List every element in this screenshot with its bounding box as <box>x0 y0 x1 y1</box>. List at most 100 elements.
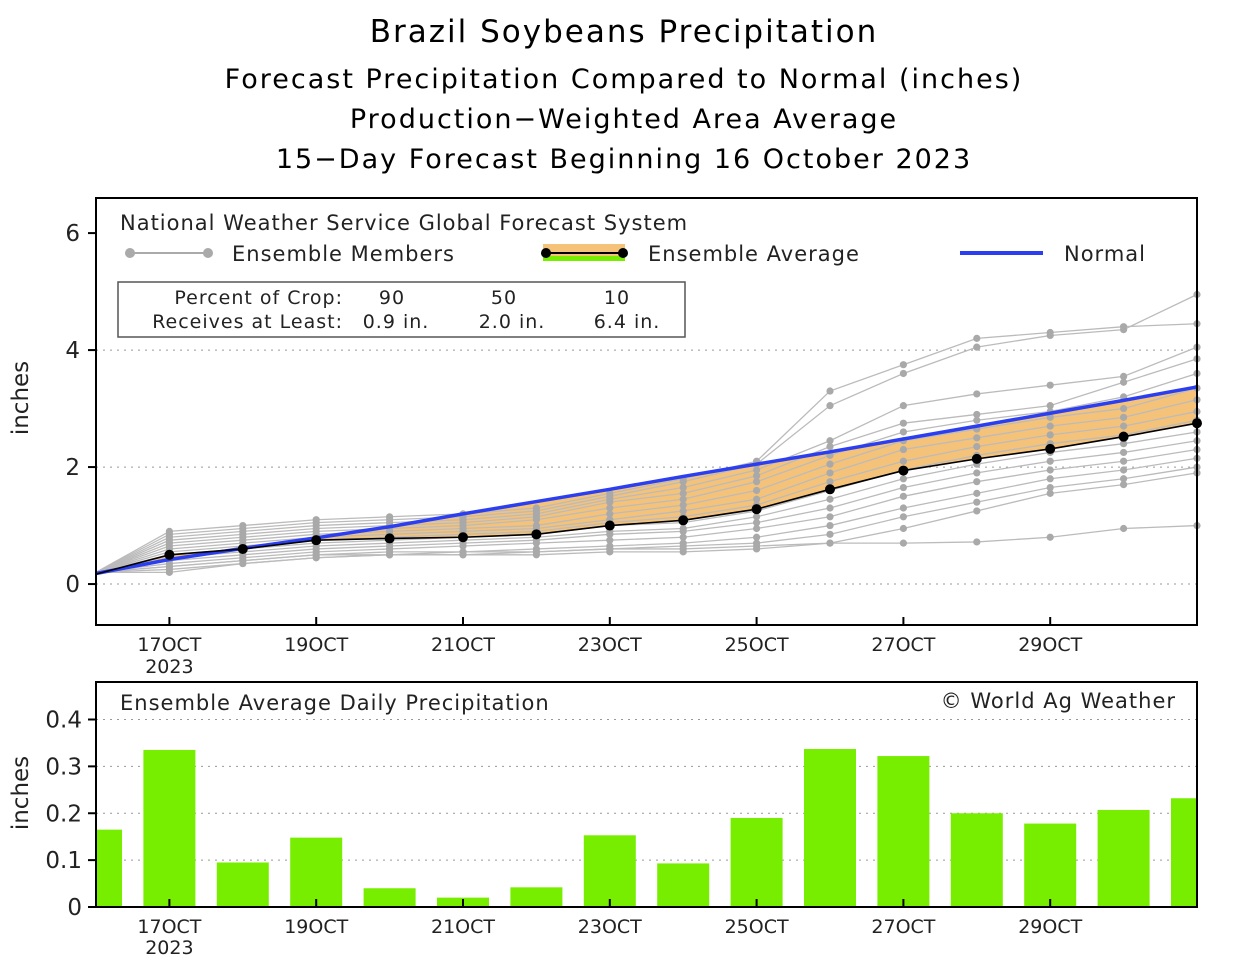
ensemble-member-point <box>826 513 834 521</box>
bottom-y-tick-label: 0.1 <box>45 848 82 874</box>
daily-bars <box>96 749 1197 907</box>
legend-average-label: Ensemble Average <box>648 242 860 266</box>
ensemble-member-point <box>826 442 834 451</box>
daily-bar <box>216 862 269 907</box>
chart-subtitle-3: 15−Day Forecast Beginning 16 October 202… <box>276 144 972 175</box>
ensemble-member-point <box>1046 381 1054 389</box>
legend-average-dot-right <box>618 248 628 258</box>
daily-bar <box>804 749 856 907</box>
crop-table-label-2: Receives at Least: <box>152 311 343 333</box>
legend-average-dot-left <box>541 248 551 258</box>
ensemble-member-line <box>96 472 1198 574</box>
ensemble-member-point <box>899 492 908 500</box>
top-y-tick-label: 2 <box>65 455 80 481</box>
ensemble-member-point <box>973 410 981 419</box>
ensemble-member-point <box>826 469 834 477</box>
ensemble-member-point <box>679 478 687 486</box>
ensemble-member-point <box>1120 413 1128 421</box>
ensemble-member-point <box>753 472 761 480</box>
ensemble-member-point <box>1046 422 1054 430</box>
ensemble-member-point <box>826 437 834 445</box>
ensemble-member-point <box>1046 431 1054 439</box>
top-x-tick-label: 25OCT <box>725 634 789 656</box>
ensemble-member-point <box>1046 402 1054 410</box>
chart-subtitle-2: Production−Weighted Area Average <box>350 104 898 135</box>
ensemble-member-point <box>532 548 541 556</box>
ensemble-member-point <box>679 533 687 541</box>
legend-average-swatch-fill <box>543 244 625 256</box>
ensemble-member-point <box>459 548 467 556</box>
bottom-x-tick-label: 29OCT <box>1018 916 1082 938</box>
ensemble-member-point <box>826 521 834 530</box>
ensemble-member-point <box>1120 372 1128 381</box>
ensemble-average-point <box>604 520 615 531</box>
crop-table-v10: 6.4 in. <box>594 311 661 333</box>
daily-bar <box>363 888 416 907</box>
ensemble-member-point <box>606 545 614 553</box>
ensemble-member-point <box>826 495 834 503</box>
ensemble-average-point <box>1118 431 1129 442</box>
ensemble-member-point <box>1120 524 1128 533</box>
ensemble-member-point <box>753 466 761 474</box>
crop-table-v50: 2.0 in. <box>479 311 546 333</box>
crop-table-p10: 10 <box>604 287 630 309</box>
ensemble-member-point <box>1046 457 1054 465</box>
ensemble-member-point <box>826 504 834 512</box>
ensemble-member-point <box>165 562 173 571</box>
bottom-plot-frame <box>95 681 1198 908</box>
bottom-x-tick-label: 27OCT <box>871 916 935 938</box>
bottom-gridlines <box>96 719 1197 861</box>
ensemble-member-point <box>973 469 981 477</box>
daily-bar <box>657 863 710 907</box>
bottom-x-tick-label: 21OCT <box>431 916 495 938</box>
top-y-tick-label: 4 <box>65 338 80 364</box>
normal-line <box>95 385 1198 576</box>
legend-average-swatch-bar <box>543 256 625 261</box>
ensemble-average-point <box>825 484 835 495</box>
ensemble-member-point <box>973 334 981 342</box>
ensemble-member-point <box>899 475 908 483</box>
ensemble-member-point <box>899 419 908 427</box>
ensemble-member-point <box>1120 440 1128 448</box>
top-x-tick-sublabel: 2023 <box>145 656 193 678</box>
ensemble-member-point <box>606 530 614 538</box>
ensemble-average-point <box>311 535 322 546</box>
ensemble-member-point <box>899 428 908 436</box>
ensemble-member-point <box>606 536 614 544</box>
ensemble-member-point <box>899 445 908 454</box>
ensemble-member-point <box>1046 466 1054 474</box>
ensemble-member-line <box>95 524 1198 574</box>
ensemble-member-point <box>753 519 761 527</box>
ensemble-member-point <box>1046 489 1054 497</box>
ensemble-member-point <box>679 483 687 492</box>
ensemble-member-point <box>1046 483 1054 492</box>
ensemble-average-point <box>678 515 689 526</box>
ensemble-member-point <box>1046 533 1054 541</box>
top-x-tick-label: 19OCT <box>284 634 348 656</box>
ensemble-member-point <box>1120 466 1128 474</box>
bottom-x-tick-sublabel: 2023 <box>145 937 193 957</box>
bottom-y-tick-label: 0.3 <box>45 754 82 780</box>
ensemble-member-point <box>1120 457 1128 465</box>
ensemble-member-point <box>899 361 908 369</box>
daily-bar <box>143 749 196 907</box>
ensemble-average-point <box>1045 443 1056 454</box>
ensemble-member-point <box>899 369 908 378</box>
ensemble-member-point <box>753 478 761 486</box>
legend-members-dot-left <box>125 248 135 258</box>
ensemble-member-point <box>899 457 908 465</box>
ensemble-member-point <box>826 539 834 547</box>
ensemble-member-point <box>1120 448 1128 457</box>
crop-table-box <box>117 281 686 338</box>
crop-table-p50: 50 <box>491 287 517 309</box>
ensemble-member-point <box>532 516 541 524</box>
ensemble-member-line <box>95 419 1198 573</box>
chart-title: Brazil Soybeans Precipitation <box>370 14 879 50</box>
crop-table-p90: 90 <box>379 287 405 309</box>
ensemble-member-point <box>973 442 981 451</box>
ensemble-average-point <box>751 504 762 515</box>
ensemble-average-point <box>458 532 468 543</box>
